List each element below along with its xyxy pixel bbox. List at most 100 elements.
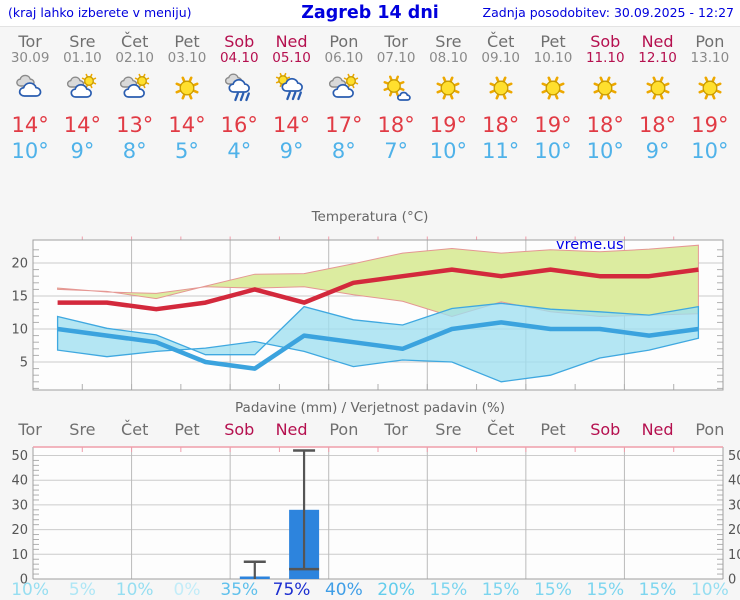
weather-icon-cell [109, 69, 161, 112]
precip-probability: 10% [115, 580, 154, 600]
page-title: Zagreb 14 dni [301, 3, 439, 23]
day-date: 02.10 [115, 50, 155, 66]
precip-day-name: Pon [329, 420, 359, 439]
precip-probability: 75% [272, 580, 311, 600]
weather-icon-cell [631, 69, 683, 112]
svg-text:10: 10 [11, 323, 28, 338]
partly-cloudy-icon [67, 73, 97, 98]
day-name: Ned [641, 32, 674, 51]
weather-icon-cell [579, 69, 631, 112]
sunny-icon [175, 76, 199, 100]
precip-day-name: Sre [69, 420, 96, 439]
day-name: Sob [590, 32, 621, 51]
precip-probability: 10% [690, 580, 729, 600]
day-name: Pet [540, 32, 566, 51]
day-column: Sob 04.10 16° 4° [213, 30, 265, 165]
location-menu-note: (kraj lahko izberete v meniju) [8, 5, 192, 20]
svg-text:20: 20 [11, 257, 28, 272]
precipitation-chart-title: Padavine (mm) / Verjetnost padavin (%) [235, 400, 505, 416]
temperature-chart-svg: 5 10 15 20 [11, 236, 724, 391]
day-name: Čet [121, 32, 149, 51]
day-name: Čet [487, 32, 515, 51]
precip-probability: 5% [68, 580, 96, 600]
precip-day-name: Pet [174, 420, 200, 439]
day-name: Sob [224, 32, 255, 51]
day-column: Pet 03.10 14° 5° [161, 30, 213, 165]
temperature-chart-title: Temperatura (°C) [311, 209, 429, 225]
svg-text:10: 10 [728, 548, 740, 563]
day-date: 04.10 [219, 50, 259, 66]
sunny-icon [436, 76, 460, 100]
day-column: Pet 10.10 19° 10° [527, 30, 579, 165]
max-temperature: 19° [691, 113, 729, 137]
max-temperature: 14° [272, 113, 311, 137]
svg-text:10: 10 [11, 548, 28, 563]
partly-cloudy-icon [119, 73, 149, 98]
cloudy-icon [16, 74, 42, 97]
min-temperature: 9° [70, 139, 95, 163]
svg-text:5: 5 [20, 356, 28, 371]
weather-icon-cell [161, 69, 213, 112]
min-temperature: 11° [482, 139, 520, 163]
min-temperature: 10° [11, 139, 49, 163]
day-name: Tor [18, 32, 42, 51]
max-temperature: 18° [377, 113, 415, 137]
svg-text:40: 40 [728, 474, 740, 489]
day-column: Pon 06.10 17° 8° [318, 30, 370, 165]
day-date: 10.10 [533, 50, 573, 66]
precip-day-name: Sob [590, 420, 621, 439]
weather-icon-cell [265, 69, 317, 112]
precip-day-labels: Tor Sre Čet Pet Sob Ned Pon Tor Sre Čet Pet Sob Ned P… [4, 420, 736, 440]
weather-icon-cell [318, 69, 370, 112]
day-name: Pon [329, 32, 359, 51]
min-temperature: 8° [122, 139, 147, 163]
day-name: Pon [695, 32, 725, 51]
weather-icon-cell [527, 69, 579, 112]
day-date: 07.10 [376, 50, 416, 66]
day-date: 06.10 [324, 50, 364, 66]
header: (kraj lahko izberete v meniju) Zagreb 14… [0, 0, 740, 27]
day-date: 05.10 [272, 50, 311, 66]
max-temperature: 17° [325, 113, 363, 137]
precipitation-chart-svg: 0 0 10 10 20 20 30 30 40 40 50 50 [11, 446, 740, 588]
day-date: 11.10 [585, 50, 625, 66]
precip-probability: 40% [324, 580, 363, 600]
max-temperature: 14° [63, 113, 102, 137]
weather-icon-cell [475, 69, 527, 112]
precip-probability-row: 10% 5% 10% 0% 35% 75% 40% 20% 15% 15% 15% 15% 15% 10% [4, 580, 736, 600]
min-temperature: 10° [586, 139, 624, 163]
watermark-link[interactable]: vreme.us [556, 237, 624, 253]
svg-text:40: 40 [11, 474, 28, 489]
max-temperature: 16° [220, 113, 258, 137]
precip-day-name: Čet [487, 420, 515, 439]
day-date: 09.10 [481, 50, 521, 66]
precip-probability: 35% [220, 580, 259, 600]
precip-day-name: Čet [121, 420, 149, 439]
day-name: Ned [275, 32, 308, 51]
precip-day-name: Tor [18, 420, 42, 439]
precip-day-name: Pon [695, 420, 725, 439]
precip-probability: 15% [481, 580, 520, 600]
weather-icon-cell [684, 69, 736, 112]
sunny-icon [698, 76, 722, 100]
temperature-chart: 5 10 15 20 [0, 230, 740, 400]
sunny-icon [541, 76, 565, 100]
weather-icon-cell [213, 69, 265, 112]
day-column: Čet 09.10 18° 11° [475, 30, 527, 165]
max-temperature: 18° [482, 113, 520, 137]
min-temperature: 9° [279, 139, 304, 163]
weather-icon-cell [56, 69, 108, 112]
day-column: Čet 02.10 13° 8° [109, 30, 161, 165]
precip-probability: 20% [377, 580, 416, 600]
day-date: 08.10 [429, 50, 468, 66]
sunny-icon [593, 76, 617, 100]
precip-day-name: Sre [435, 420, 462, 439]
max-temperature: 19° [534, 113, 572, 137]
day-date: 30.09 [10, 50, 50, 66]
day-column: Pon 13.10 19° 10° [684, 30, 736, 165]
precip-probability: 15% [586, 580, 625, 600]
svg-text:50: 50 [728, 449, 740, 464]
precip-day-name: Sob [224, 420, 255, 439]
precip-day-name: Tor [384, 420, 408, 439]
min-temperature: 10° [691, 139, 729, 163]
